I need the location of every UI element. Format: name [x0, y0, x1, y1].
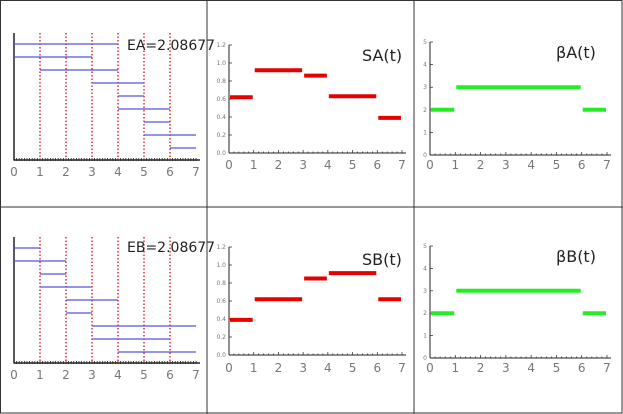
- x-tick-label: 1: [36, 368, 44, 382]
- y-tick-label: 1.2: [216, 42, 226, 49]
- energy-label: EB=2.08677: [127, 240, 215, 256]
- y-tick-label: 2: [423, 310, 427, 317]
- x-tick-label: 5: [140, 165, 148, 179]
- x-tick-label: 0: [10, 165, 18, 179]
- x-tick-label: 7: [192, 368, 200, 382]
- x-tick-label: 0: [10, 368, 18, 382]
- y-tick-label: 1.0: [216, 262, 226, 269]
- x-tick-label: 1: [250, 158, 258, 172]
- y-tick-label: 0.0: [216, 352, 226, 359]
- function-label: SA(t): [362, 46, 402, 65]
- y-tick-label: 0.6: [216, 298, 226, 305]
- x-tick-label: 6: [578, 361, 586, 375]
- energy-label: EA=2.08677: [127, 38, 215, 54]
- y-tick-label: 3: [423, 288, 427, 295]
- y-tick-label: 5: [423, 243, 427, 250]
- panel-A_beta: 0 1 2 3 4 5 0 1 2 3 4 5 6 7 βA(t): [423, 39, 611, 172]
- x-tick-label: 6: [373, 158, 381, 172]
- x-tick-label: 4: [527, 361, 535, 375]
- x-tick-label: 2: [62, 368, 70, 382]
- panel-B_beta: 0 1 2 3 4 5 0 1 2 3 4 5 6 7 βB(t): [423, 243, 611, 375]
- x-tick-label: 3: [502, 361, 510, 375]
- x-tick-label: 4: [324, 361, 332, 375]
- x-tick-label: 5: [140, 368, 148, 382]
- x-tick-label: 2: [275, 361, 283, 375]
- panel-B_timeline: 0 1 2 3 4 5 6 7 EB=2.08677: [10, 237, 215, 382]
- y-tick-label: 0: [423, 355, 427, 362]
- y-tick-label: 1: [423, 333, 427, 340]
- x-tick-label: 3: [299, 361, 307, 375]
- function-label: SB(t): [362, 250, 402, 269]
- x-tick-label: 3: [88, 368, 96, 382]
- y-tick-label: 0.8: [216, 280, 226, 287]
- y-tick-label: 3: [423, 84, 427, 91]
- x-tick-label: 1: [250, 361, 258, 375]
- x-tick-label: 5: [349, 158, 357, 172]
- y-tick-label: 4: [423, 62, 427, 69]
- x-tick-label: 3: [299, 158, 307, 172]
- x-tick-label: 2: [477, 158, 485, 172]
- x-tick-label: 6: [373, 361, 381, 375]
- y-tick-label: 1.0: [216, 60, 226, 67]
- y-tick-label: 0: [423, 152, 427, 159]
- x-tick-label: 7: [192, 165, 200, 179]
- x-tick-label: 5: [553, 158, 561, 172]
- x-tick-label: 7: [398, 158, 406, 172]
- panel-A_S: 0.0 0.2 0.4 0.6 0.8 1.0 1.2 0 1 2 3 4 5 6 7 SA(t): [216, 42, 406, 172]
- x-tick-label: 1: [36, 165, 44, 179]
- x-tick-label: 6: [578, 158, 586, 172]
- x-tick-label: 4: [324, 158, 332, 172]
- x-tick-label: 2: [62, 165, 70, 179]
- y-tick-label: 0.2: [216, 334, 226, 341]
- panel-A_timeline: 0 1 2 3 4 5 6 7 EA=2.08677: [10, 33, 215, 179]
- y-tick-label: 1.2: [216, 244, 226, 251]
- y-tick-label: 0.4: [216, 316, 226, 323]
- y-tick-label: 0.4: [216, 114, 226, 121]
- x-tick-label: 4: [114, 165, 122, 179]
- x-tick-label: 3: [502, 158, 510, 172]
- y-tick-label: 4: [423, 265, 427, 272]
- x-tick-label: 4: [114, 368, 122, 382]
- y-tick-label: 0.0: [216, 150, 226, 157]
- x-tick-label: 2: [477, 361, 485, 375]
- x-tick-label: 0: [225, 158, 233, 172]
- y-tick-label: 0.2: [216, 132, 226, 139]
- x-tick-label: 2: [275, 158, 283, 172]
- y-tick-label: 2: [423, 107, 427, 114]
- x-tick-label: 7: [603, 158, 611, 172]
- y-tick-label: 1: [423, 129, 427, 136]
- function-label: βA(t): [556, 43, 596, 62]
- y-tick-label: 5: [423, 39, 427, 46]
- y-tick-label: 0.6: [216, 96, 226, 103]
- x-tick-label: 6: [166, 165, 174, 179]
- x-tick-label: 3: [88, 165, 96, 179]
- x-tick-label: 0: [426, 361, 434, 375]
- x-tick-label: 0: [426, 158, 434, 172]
- x-tick-label: 7: [398, 361, 406, 375]
- x-tick-label: 6: [166, 368, 174, 382]
- function-label: βB(t): [556, 247, 596, 266]
- x-tick-label: 1: [451, 158, 459, 172]
- x-tick-label: 5: [553, 361, 561, 375]
- x-tick-label: 4: [527, 158, 535, 172]
- panel-B_S: 0.0 0.2 0.4 0.6 0.8 1.0 1.2 0 1 2 3 4 5 6 7 SB(t): [216, 244, 406, 375]
- y-tick-label: 0.8: [216, 78, 226, 85]
- x-tick-label: 1: [451, 361, 459, 375]
- x-tick-label: 0: [225, 361, 233, 375]
- x-tick-label: 7: [603, 361, 611, 375]
- x-tick-label: 5: [349, 361, 357, 375]
